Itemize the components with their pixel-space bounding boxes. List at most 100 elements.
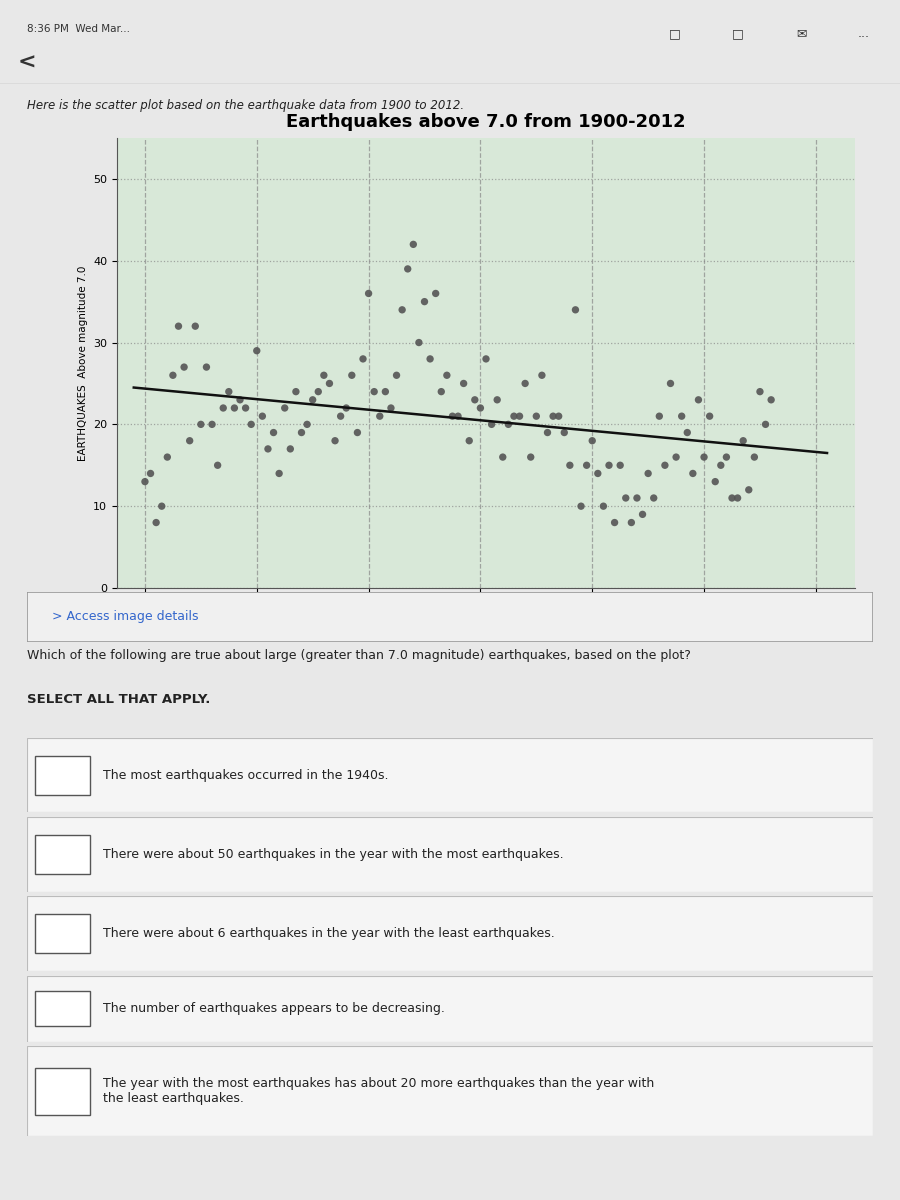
Point [646,488,661,508]
FancyBboxPatch shape [35,835,90,874]
Point [462,431,476,450]
Point [440,366,454,385]
Point [411,332,426,352]
Point [227,398,241,418]
Text: > Access image details: > Access image details [52,611,199,623]
Point [456,374,471,394]
Point [233,390,248,409]
Point [383,398,398,418]
Point [719,448,733,467]
Point [418,292,432,311]
Point [277,398,292,418]
Point [428,284,443,304]
Point [350,422,365,442]
FancyBboxPatch shape [35,1068,90,1115]
Point [423,349,437,368]
Point [311,382,326,401]
Point [691,390,706,409]
Point [249,341,264,360]
Point [300,415,314,434]
Point [680,422,695,442]
Point [322,374,337,394]
Point [289,382,303,401]
Point [736,431,751,450]
Point [305,390,320,409]
Point [479,349,493,368]
Point [747,448,761,467]
Text: □: □ [732,26,744,40]
Point [552,407,566,426]
Point [148,512,163,532]
Text: SELECT ALL THAT APPLY.: SELECT ALL THAT APPLY. [27,692,211,706]
Point [580,456,594,475]
FancyBboxPatch shape [27,1046,873,1136]
FancyBboxPatch shape [27,592,873,642]
FancyBboxPatch shape [35,756,90,794]
Point [266,422,281,442]
Point [138,472,152,491]
Y-axis label: EARTHQUAKES  Above magnitude 7.0: EARTHQUAKES Above magnitude 7.0 [77,265,87,461]
Point [183,431,197,450]
Point [663,374,678,394]
Point [400,259,415,278]
Point [328,431,342,450]
Point [658,456,672,475]
Text: Which of the following are true about large (greater than 7.0 magnitude) earthqu: Which of the following are true about la… [27,649,691,661]
FancyBboxPatch shape [27,817,873,892]
Point [171,317,185,336]
FancyBboxPatch shape [27,976,873,1042]
Point [434,382,448,401]
Point [284,439,298,458]
Point [468,390,482,409]
Point [367,382,382,401]
Point [524,448,538,467]
Point [562,456,577,475]
Point [708,472,723,491]
Point [674,407,688,426]
Point [540,422,554,442]
Text: The most earthquakes occurred in the 1940s.: The most earthquakes occurred in the 194… [104,769,389,781]
Point [669,448,683,467]
Text: There were about 6 earthquakes in the year with the least earthquakes.: There were about 6 earthquakes in the ye… [104,928,555,940]
Point [143,464,157,484]
Point [529,407,544,426]
Text: Here is the scatter plot based on the earthquake data from 1900 to 2012.: Here is the scatter plot based on the ea… [27,98,464,112]
Point [585,431,599,450]
FancyBboxPatch shape [35,991,90,1026]
FancyBboxPatch shape [27,896,873,971]
Point [378,382,392,401]
Point [759,415,773,434]
Point [618,488,633,508]
Point [194,415,208,434]
Point [188,317,202,336]
Text: The year with the most earthquakes has about 20 more earthquakes than the year w: The year with the most earthquakes has a… [104,1078,654,1105]
Point [596,497,610,516]
Point [501,415,516,434]
Point [546,407,561,426]
Text: ...: ... [858,26,870,40]
Point [373,407,387,426]
Text: ✉: ✉ [796,26,806,40]
Point [568,300,582,319]
Point [557,422,572,442]
Point [261,439,275,458]
Title: Earthquakes above 7.0 from 1900-2012: Earthquakes above 7.0 from 1900-2012 [286,113,686,131]
Point [166,366,180,385]
Point [406,235,420,254]
Point [752,382,767,401]
FancyBboxPatch shape [35,914,90,953]
Point [512,407,526,426]
Point [742,480,756,499]
Text: There were about 50 earthquakes in the year with the most earthquakes.: There were about 50 earthquakes in the y… [104,848,563,860]
Point [451,407,465,426]
X-axis label: YEAR: YEAR [468,612,504,625]
Point [256,407,270,426]
Point [574,497,589,516]
Point [155,497,169,516]
Point [625,512,639,532]
Point [160,448,175,467]
Point [177,358,192,377]
Point [216,398,230,418]
Point [199,358,213,377]
Point [641,464,655,484]
